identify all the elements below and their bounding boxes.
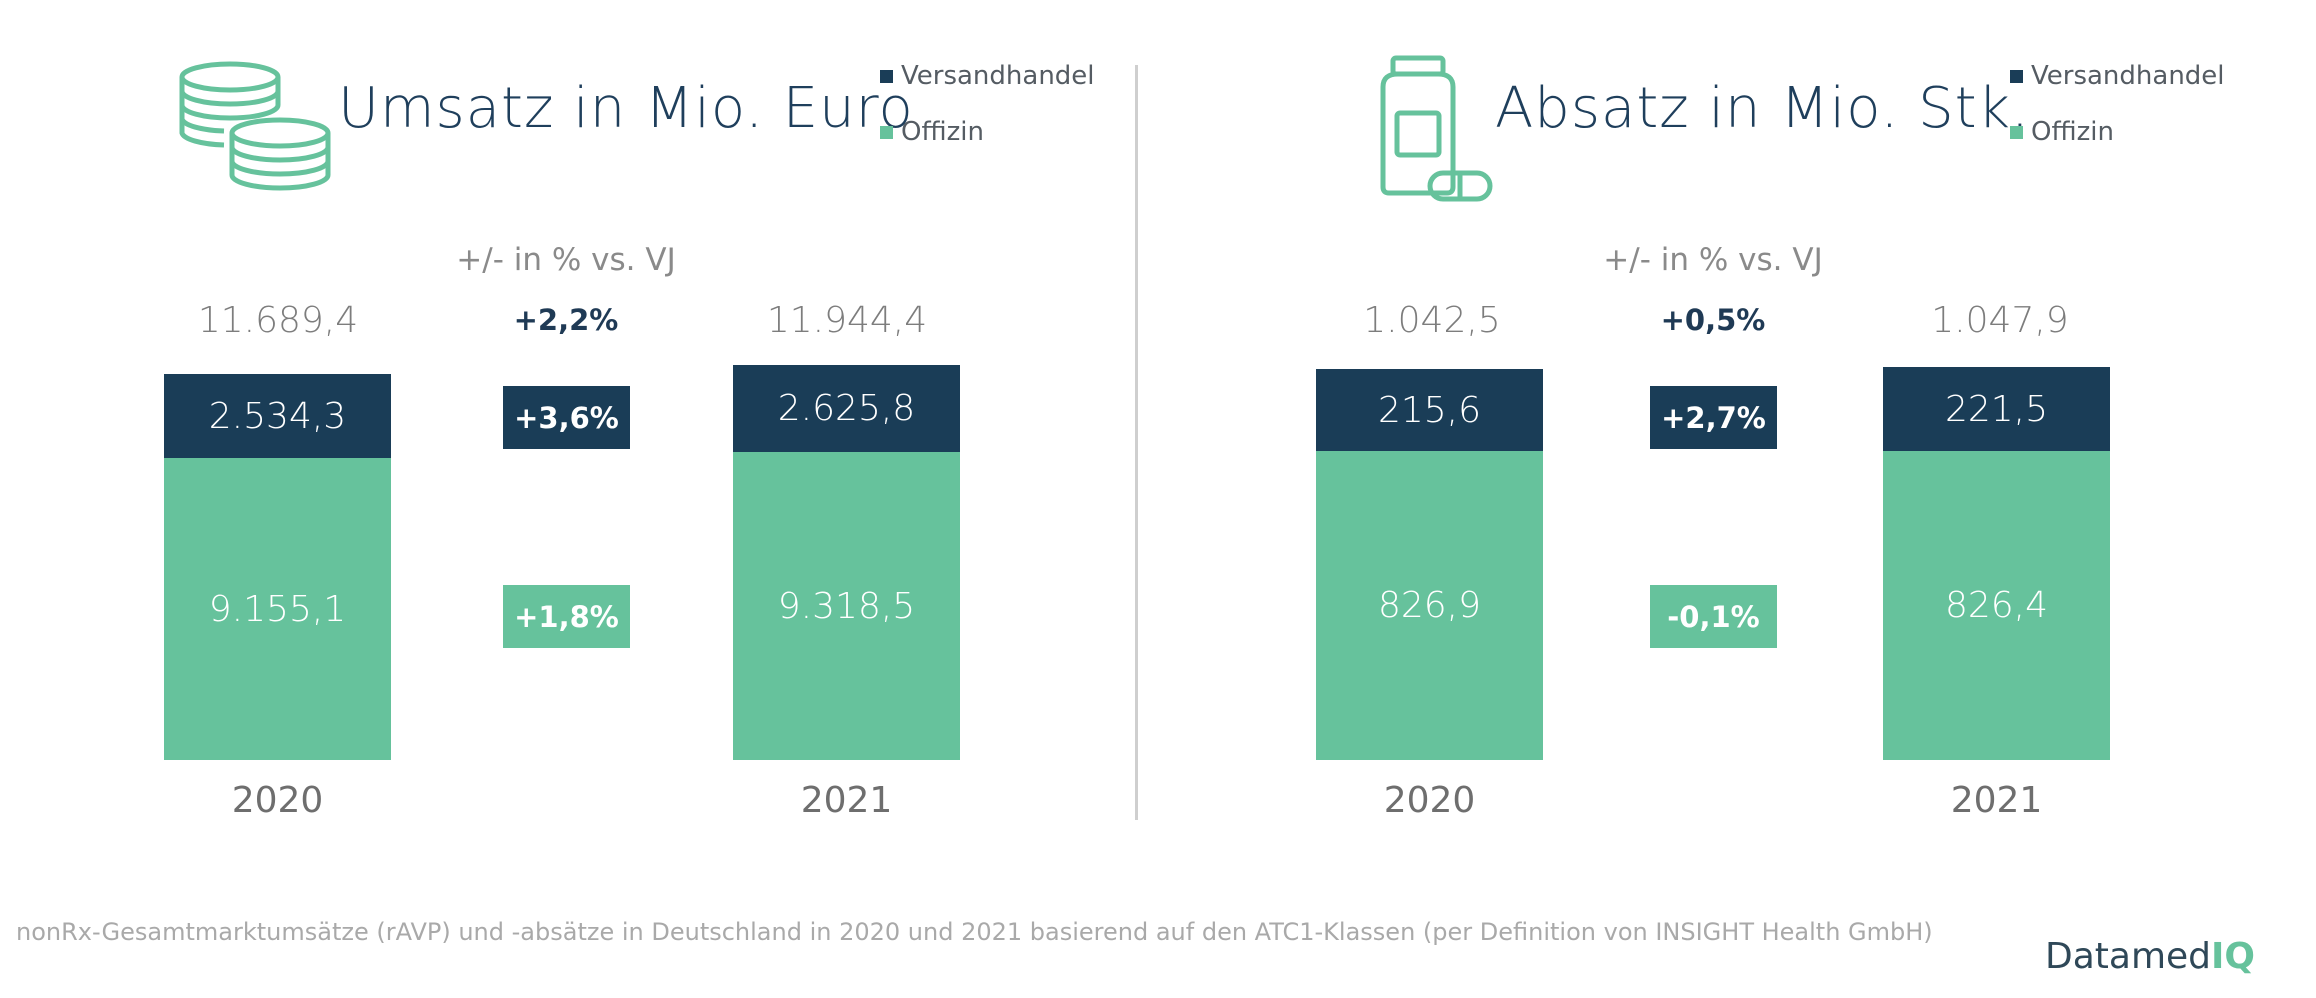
footnote: nonRx-Gesamtmarktumsätze (rAVP) und -abs…: [16, 918, 1933, 946]
change-box-versandhandel: +2,7%: [1650, 386, 1777, 449]
bar-segment-versandhandel-2021: 221,5: [1883, 367, 2110, 451]
legend-item-versandhandel: Versandhandel: [880, 48, 1095, 104]
x-tick-label-2020: 2020: [1383, 780, 1476, 821]
change-header: +/- in % vs. VJ: [1603, 242, 1823, 278]
change-box-offizin: +1,8%: [503, 585, 630, 648]
data-label: 9.318,5: [777, 585, 916, 627]
total-label-2020: 11.689,4: [197, 300, 359, 341]
brand-suffix: IQ: [2211, 936, 2256, 977]
bar-segment-offizin-2021: 826,4: [1883, 451, 2110, 760]
data-label: 221,5: [1944, 388, 2049, 430]
total-change: +0,5%: [1660, 303, 1766, 337]
revenue-chart-title: Umsatz in Mio. Euro: [338, 76, 914, 141]
legend-item-offizin: Offizin: [880, 104, 1095, 160]
legend-label-versandhandel: Versandhandel: [901, 61, 1095, 91]
change-box-versandhandel: +3,6%: [503, 386, 630, 449]
revenue-legend: Versandhandel Offizin: [880, 48, 1095, 160]
data-label: 826,9: [1377, 585, 1482, 626]
brand-logo: DatamedIQ: [2045, 936, 2255, 977]
change-label: +1,8%: [514, 599, 619, 634]
total-label-2021: 11.944,4: [766, 300, 928, 341]
legend-item-offizin: Offizin: [2010, 104, 2225, 160]
legend-label-offizin: Offizin: [2031, 117, 2114, 147]
data-label: 215,6: [1377, 389, 1482, 431]
x-tick-label-2021: 2021: [1950, 780, 2043, 821]
legend-label-versandhandel: Versandhandel: [2031, 61, 2225, 91]
legend-swatch-offizin: [880, 125, 893, 139]
data-label: 2.534,3: [208, 395, 347, 437]
data-label: 2.625,8: [777, 388, 916, 429]
volume-chart-title: Absatz in Mio. Stk.: [1495, 76, 2030, 141]
bar-segment-offizin-2020: 826,9: [1316, 451, 1543, 760]
x-tick-label-2020: 2020: [231, 780, 324, 821]
bar-segment-offizin-2021: 9.318,5: [733, 452, 960, 760]
data-label: 826,4: [1944, 585, 2049, 626]
legend-swatch-versandhandel: [2010, 69, 2023, 83]
bar-segment-versandhandel-2020: 2.534,3: [164, 374, 391, 458]
x-tick-label-2021: 2021: [800, 780, 893, 821]
change-label: -0,1%: [1667, 599, 1760, 634]
data-label: 9.155,1: [208, 588, 347, 630]
legend-swatch-versandhandel: [880, 69, 893, 83]
bar-segment-offizin-2020: 9.155,1: [164, 458, 391, 760]
total-label-2021: 1.047,9: [1931, 300, 2069, 341]
revenue-panel: Umsatz in Mio. Euro Versandhandel Offizi…: [0, 0, 1140, 840]
change-box-offizin: -0,1%: [1650, 585, 1777, 648]
panel-divider: [1135, 65, 1138, 820]
legend-item-versandhandel: Versandhandel: [2010, 48, 2225, 104]
legend-label-offizin: Offizin: [901, 117, 984, 147]
change-label: +3,6%: [514, 400, 619, 435]
bar-segment-versandhandel-2020: 215,6: [1316, 369, 1543, 451]
brand-name: Datamed: [2045, 936, 2212, 977]
total-change: +2,2%: [513, 303, 619, 337]
bar-segment-versandhandel-2021: 2.625,8: [733, 365, 960, 452]
change-label: +2,7%: [1661, 400, 1766, 435]
volume-panel: Absatz in Mio. Stk. Versandhandel Offizi…: [1150, 0, 2290, 840]
coins-icon: [179, 61, 331, 191]
change-header: +/- in % vs. VJ: [456, 242, 676, 278]
volume-legend: Versandhandel Offizin: [2010, 48, 2225, 160]
total-label-2020: 1.042,5: [1363, 300, 1501, 341]
medicine-bottle-icon: [1380, 55, 1493, 202]
legend-swatch-offizin: [2010, 125, 2023, 139]
